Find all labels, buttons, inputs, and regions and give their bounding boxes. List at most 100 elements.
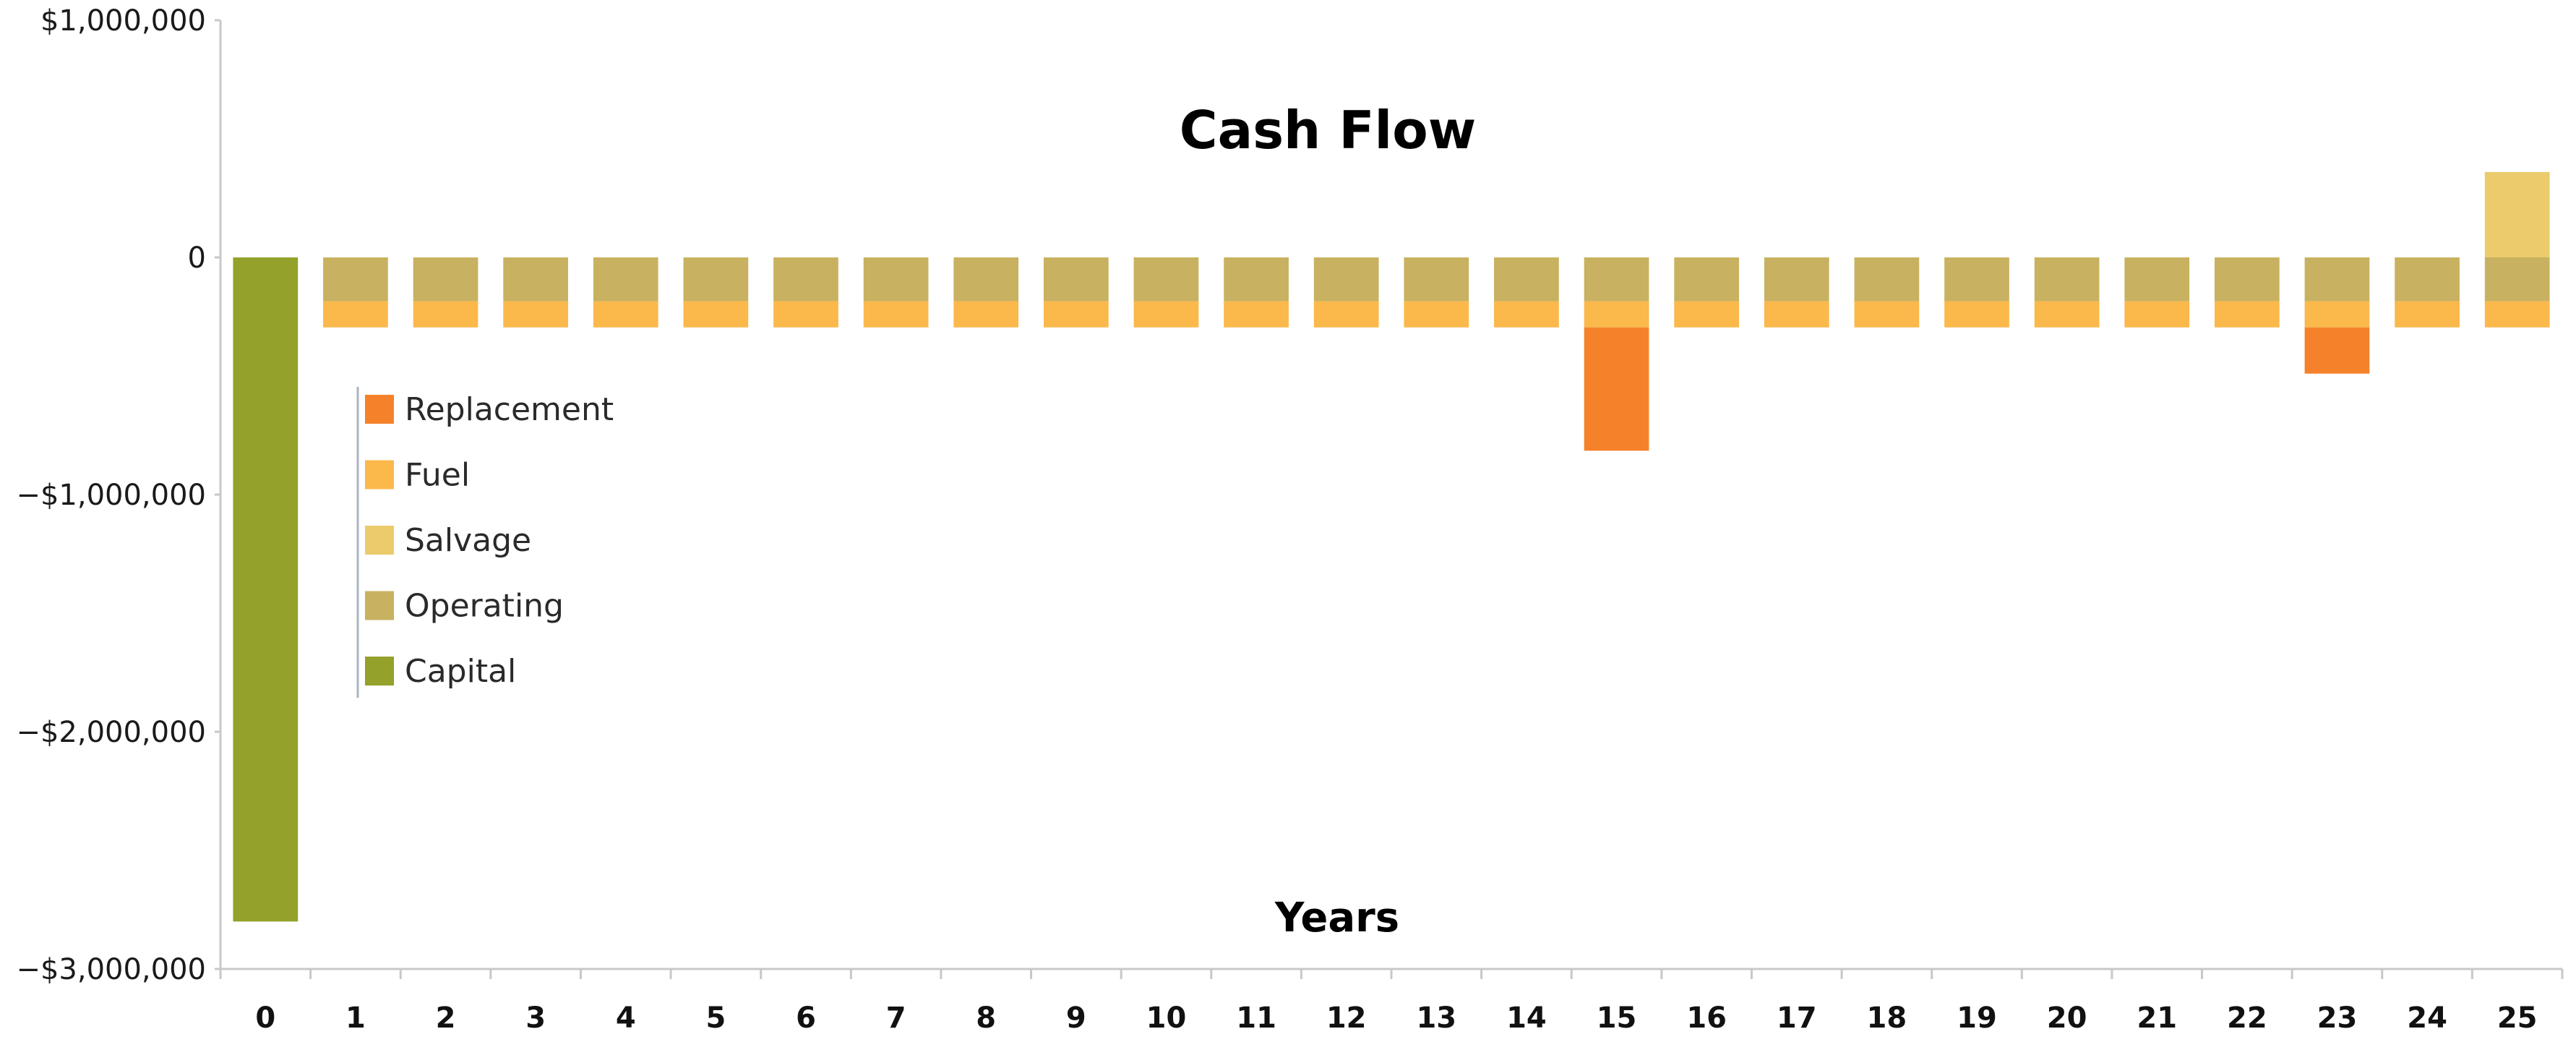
bar-operating-year-17 [1764, 257, 1829, 302]
bar-operating-year-6 [773, 257, 838, 302]
x-tick-label: 2 [436, 1001, 456, 1035]
bar-operating-year-8 [953, 257, 1019, 302]
x-tick-label: 14 [1506, 1001, 1547, 1035]
bar-fuel-year-5 [683, 301, 749, 328]
bar-fuel-year-25 [2484, 301, 2550, 328]
x-tick-label: 4 [616, 1001, 636, 1035]
bar-fuel-year-24 [2395, 301, 2460, 328]
bar-operating-year-19 [1944, 257, 2009, 302]
bar-operating-year-11 [1224, 257, 1289, 302]
bar-operating-year-9 [1043, 257, 1109, 302]
bar-replacement-year-15 [1584, 327, 1649, 451]
legend-swatch-operating [365, 591, 394, 620]
bar-fuel-year-19 [1944, 301, 2009, 328]
x-tick-label: 3 [525, 1001, 546, 1035]
bar-operating-year-10 [1133, 257, 1199, 302]
bar-fuel-year-1 [323, 301, 388, 328]
bar-operating-year-4 [593, 257, 658, 302]
bar-salvage-year-25 [2484, 171, 2550, 257]
bar-operating-year-13 [1404, 257, 1469, 302]
bar-fuel-year-15 [1584, 301, 1649, 328]
x-tick-label: 7 [886, 1001, 906, 1035]
bar-fuel-year-16 [1674, 301, 1740, 328]
legend-label-salvage: Salvage [405, 522, 531, 559]
bar-operating-year-20 [2034, 257, 2100, 302]
bar-operating-year-14 [1494, 257, 1559, 302]
x-tick-label: 8 [976, 1001, 996, 1035]
legend-swatch-salvage [365, 526, 394, 555]
x-tick-label: 17 [1777, 1001, 1817, 1035]
x-tick-label: 15 [1597, 1001, 1637, 1035]
bar-operating-year-24 [2395, 257, 2460, 302]
bar-fuel-year-21 [2124, 301, 2190, 328]
bar-operating-year-15 [1584, 257, 1649, 302]
legend-swatch-replacement [365, 395, 394, 424]
bar-operating-year-7 [863, 257, 929, 302]
y-tick-label: 0 [188, 242, 206, 275]
bar-operating-year-22 [2214, 257, 2280, 302]
bar-fuel-year-13 [1404, 301, 1469, 328]
x-tick-label: 23 [2317, 1001, 2358, 1035]
bars-layer [233, 171, 2550, 922]
bar-fuel-year-3 [503, 301, 569, 328]
x-tick-label: 9 [1066, 1001, 1086, 1035]
bar-operating-year-1 [323, 257, 388, 302]
bar-fuel-year-7 [863, 301, 929, 328]
y-tick-label: −$2,000,000 [16, 716, 206, 749]
bar-operating-year-5 [683, 257, 749, 302]
x-tick-label: 11 [1236, 1001, 1276, 1035]
y-tick-labels: $1,000,000 0 −$1,000,000 −$2,000,000 −$3,000… [16, 4, 220, 986]
x-tick-label: 13 [1416, 1001, 1456, 1035]
bar-fuel-year-9 [1043, 301, 1109, 328]
bar-fuel-year-14 [1494, 301, 1559, 328]
y-tick-label: −$3,000,000 [16, 953, 206, 986]
bar-fuel-year-2 [413, 301, 478, 328]
legend-label-capital: Capital [405, 653, 516, 690]
bar-fuel-year-8 [953, 301, 1019, 328]
x-tick-label: 5 [705, 1001, 726, 1035]
bar-operating-year-3 [503, 257, 569, 302]
bar-operating-year-16 [1674, 257, 1740, 302]
legend: Replacement Fuel Salvage Operating Capital [356, 387, 614, 698]
bar-replacement-year-23 [2304, 327, 2370, 374]
bar-operating-year-25 [2484, 257, 2550, 302]
bar-capital-year-0 [233, 257, 299, 922]
bar-fuel-year-4 [593, 301, 658, 328]
bar-fuel-year-6 [773, 301, 838, 328]
x-tick-label: 16 [1686, 1001, 1727, 1035]
x-tick-label: 12 [1326, 1001, 1367, 1035]
x-tick-label: 1 [345, 1001, 366, 1035]
bar-fuel-year-10 [1133, 301, 1199, 328]
x-tick-label: 20 [2047, 1001, 2087, 1035]
x-tick-labels: 0 1 2 3 4 5 6 7 8 9 10 11 12 13 14 15 16 17 18 19 20 21 22 23 24… [219, 969, 2564, 1035]
bar-fuel-year-11 [1224, 301, 1289, 328]
legend-label-operating: Operating [405, 588, 564, 625]
bar-fuel-year-12 [1313, 301, 1379, 328]
legend-label-replacement: Replacement [405, 391, 614, 428]
x-tick-label: 22 [2227, 1001, 2267, 1035]
bar-fuel-year-23 [2304, 301, 2370, 328]
legend-swatch-capital [365, 657, 394, 685]
bar-operating-year-23 [2304, 257, 2370, 302]
x-tick-label: 25 [2497, 1001, 2538, 1035]
x-tick-label: 24 [2407, 1001, 2447, 1035]
legend-label-fuel: Fuel [405, 457, 470, 494]
axes-layer [219, 20, 2562, 970]
bar-fuel-year-22 [2214, 301, 2280, 328]
chart-title: Cash Flow [1180, 100, 1476, 161]
bar-operating-year-21 [2124, 257, 2190, 302]
x-axis-label: Years [1274, 894, 1399, 941]
bar-operating-year-12 [1313, 257, 1379, 302]
bar-fuel-year-20 [2034, 301, 2100, 328]
bar-fuel-year-17 [1764, 301, 1829, 328]
x-tick-label: 18 [1867, 1001, 1907, 1035]
bar-operating-year-18 [1854, 257, 1920, 302]
legend-swatch-fuel [365, 460, 394, 490]
x-tick-label: 19 [1957, 1001, 1997, 1035]
bar-operating-year-2 [413, 257, 478, 302]
x-tick-label: 0 [255, 1001, 275, 1035]
y-tick-label: $1,000,000 [40, 4, 206, 38]
y-tick-label: −$1,000,000 [16, 479, 206, 512]
